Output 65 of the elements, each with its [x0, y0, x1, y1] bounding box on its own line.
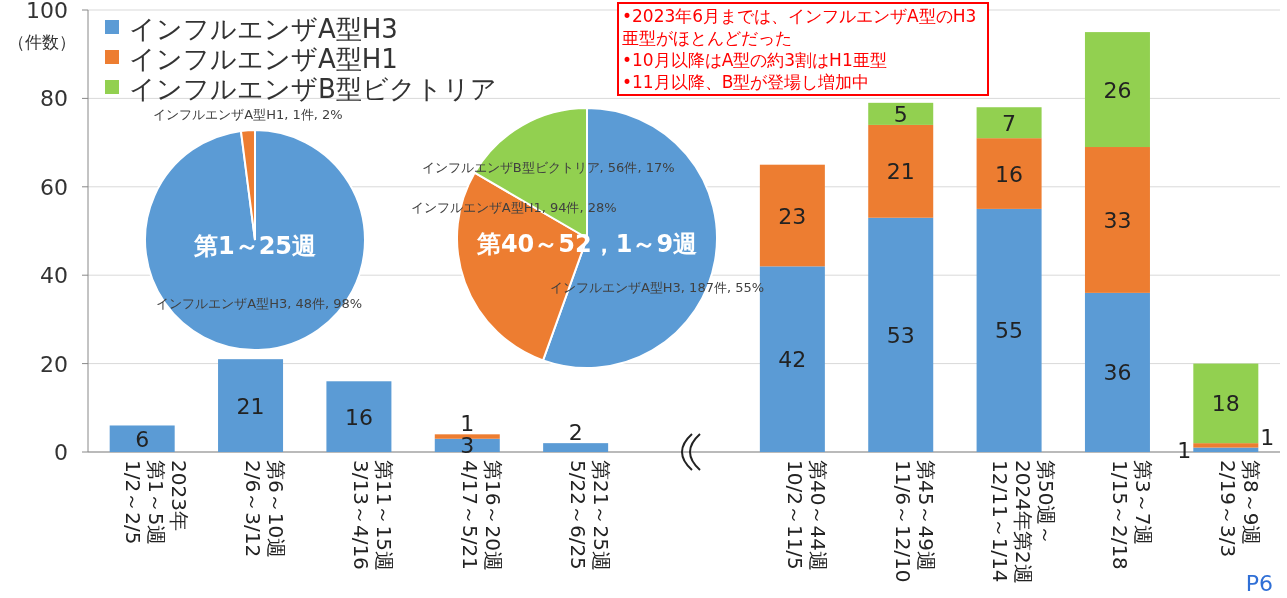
data-label: 1 — [1260, 425, 1275, 451]
data-label: 21 — [886, 159, 915, 185]
data-label: 26 — [1103, 77, 1132, 103]
annotation: •11月以降、B型が登場し増加中 — [622, 71, 871, 93]
data-label: 53 — [886, 322, 915, 348]
bar — [868, 217, 934, 452]
text: 第1～25週 — [192, 232, 317, 260]
x-tick-label: 第11～15週 3/13～4/16 — [349, 460, 397, 571]
bar — [434, 434, 500, 439]
bar — [543, 443, 609, 452]
data-label: 1 — [1177, 437, 1192, 463]
data-label: 55 — [995, 318, 1024, 344]
y-tick-label: 80 — [40, 86, 68, 112]
bar — [1193, 447, 1259, 452]
legend-label: インフルエンザB型ビクトリア — [129, 74, 497, 104]
bar — [976, 107, 1042, 139]
data-label: 23 — [778, 203, 807, 229]
bar — [976, 138, 1042, 209]
slice-label: インフルエンザA型H1, 1件, 2% — [153, 107, 343, 122]
data-label: 6 — [135, 426, 150, 452]
data-label: 21 — [236, 393, 265, 419]
annotation: •2023年6月までは、インフルエンザA型のH3亜型がほとんどだった — [622, 5, 978, 49]
data-label: 36 — [1103, 360, 1132, 386]
data-label: 33 — [1103, 207, 1132, 233]
legend-label: インフルエンザA型H1 — [129, 44, 398, 74]
data-label: 2 — [568, 420, 583, 446]
data-label: 18 — [1211, 391, 1240, 417]
bar — [326, 381, 392, 452]
text: P6 — [1245, 571, 1273, 596]
pie-slice — [144, 129, 366, 351]
y-tick-label: 100 — [26, 0, 68, 23]
bar — [1084, 147, 1150, 293]
data-label: 16 — [344, 404, 373, 430]
data-label: 5 — [893, 101, 908, 127]
x-tick-label: 第6～10週 2/6～3/12 — [241, 460, 289, 559]
bar — [868, 102, 934, 125]
bar — [1084, 292, 1150, 452]
data-label: 42 — [778, 347, 807, 373]
x-tick-label: 第8～9週 2/19～3/3 — [1216, 460, 1264, 558]
x-tick-label: 第21～25週 5/22～6/25 — [566, 460, 614, 571]
bar — [434, 438, 500, 452]
bar — [109, 425, 175, 452]
bar — [218, 359, 284, 452]
y-axis-title: （件数） — [8, 32, 76, 52]
bar — [868, 124, 934, 218]
y-tick-label: 20 — [40, 351, 68, 377]
y-tick-label: 0 — [54, 440, 68, 465]
x-tick-label: 第50週～ 2024年第2週 12/11～1/14 — [988, 460, 1059, 584]
y-tick-label: 40 — [40, 263, 68, 289]
y-tick-label: 60 — [40, 174, 68, 200]
text: 2023年 — [167, 460, 192, 531]
x-tick-label: 第40～44週 10/2～11/5 — [782, 460, 830, 571]
bar — [759, 164, 825, 267]
x-tick-label: 第1～5週 1/2～2/5 — [121, 460, 169, 546]
x-tick-label: 第3～7週 1/15～2/18 — [1107, 460, 1155, 570]
x-tick-label: 第16～20週 4/17～5/21 — [457, 460, 505, 571]
bar — [1193, 443, 1259, 448]
data-label: 16 — [995, 161, 1024, 187]
bar — [976, 208, 1042, 452]
annotation: •10月以降はA型の約3割はH1亜型 — [622, 49, 888, 71]
bar — [1084, 32, 1150, 148]
x-tick-label: 第45～49週 11/6～12/10 — [891, 460, 939, 583]
legend-label: インフルエンザA型H3 — [129, 14, 398, 44]
bar — [1193, 363, 1259, 444]
data-label: 7 — [1002, 110, 1017, 136]
